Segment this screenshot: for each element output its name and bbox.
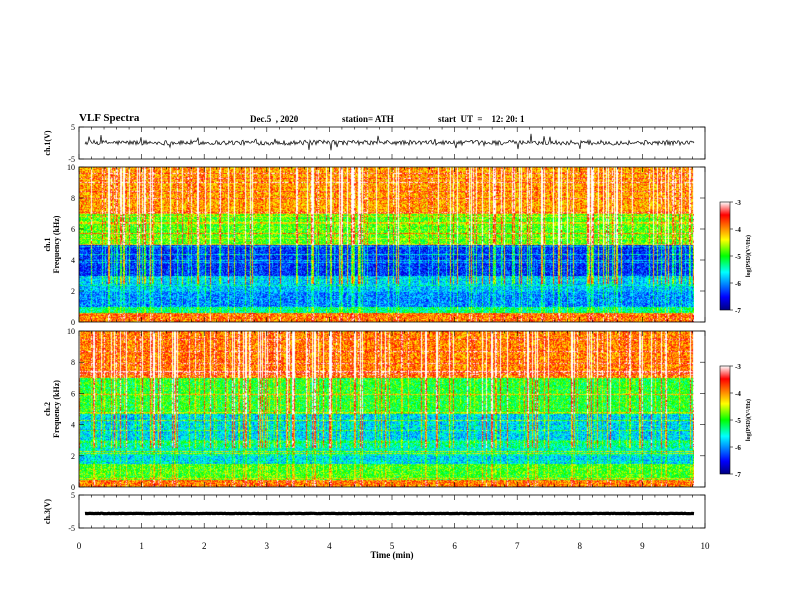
y-axis-label: ch.2 xyxy=(43,402,52,416)
y-axis-label: ch.3(V) xyxy=(43,499,52,524)
station-label: station= ATH xyxy=(342,114,394,124)
y-tick-label: 0 xyxy=(71,483,75,492)
colorbar-tick-label: -7 xyxy=(735,307,741,315)
y-axis-label: Frequency (kHz) xyxy=(52,215,61,273)
y-tick-label: 8 xyxy=(71,358,75,367)
colorbar-tick-label: -5 xyxy=(735,253,741,261)
x-tick-label: 6 xyxy=(452,541,457,551)
x-tick-label: 7 xyxy=(515,541,520,551)
y-tick-label: 6 xyxy=(71,389,75,398)
x-tick-label: 1 xyxy=(139,541,144,551)
y-tick-label: 5 xyxy=(71,123,75,132)
y-tick-label: 2 xyxy=(71,452,75,461)
ch1-spectrogram-image xyxy=(79,167,694,322)
chart-title: VLF Spectra xyxy=(79,112,140,124)
y-tick-label: 5 xyxy=(71,491,75,500)
ch2-spectrogram-image xyxy=(79,331,694,487)
ch1-waveform-trace xyxy=(84,133,695,151)
date-label: Dec.5 , 2020 xyxy=(250,114,299,124)
x-tick-label: 3 xyxy=(265,541,270,551)
colorbar-tick-label: -5 xyxy=(735,417,741,425)
x-tick-label: 2 xyxy=(202,541,207,551)
y-tick-label: -5 xyxy=(68,155,75,164)
x-axis-label: Time (min) xyxy=(370,550,413,560)
y-axis-label: ch.1(V) xyxy=(43,130,52,155)
x-tick-label: 4 xyxy=(327,541,332,551)
colorbar-tick-label: -6 xyxy=(735,280,741,288)
x-tick-label: 0 xyxy=(77,541,82,551)
ch2-spectrogram-colorbar xyxy=(719,365,731,475)
y-axis-label: Frequency (kHz) xyxy=(52,380,61,438)
y-tick-label: 0 xyxy=(71,318,75,327)
colorbar-tick-label: -7 xyxy=(735,471,741,479)
y-tick-label: 10 xyxy=(67,327,75,336)
colorbar-tick-label: -3 xyxy=(735,199,741,207)
y-tick-label: -5 xyxy=(68,524,75,533)
y-tick-label: 4 xyxy=(71,256,75,265)
y-tick-label: 6 xyxy=(71,225,75,234)
ch3-waveform-trace xyxy=(84,511,695,516)
x-tick-label: 9 xyxy=(640,541,645,551)
y-tick-label: 2 xyxy=(71,287,75,296)
y-tick-label: 8 xyxy=(71,194,75,203)
colorbar-label: log(PSD)(V²/Hz) xyxy=(745,235,752,277)
colorbar-tick-label: -3 xyxy=(735,363,741,371)
y-tick-label: 10 xyxy=(67,163,75,172)
y-axis-label: ch.1 xyxy=(43,238,52,252)
colorbar-tick-label: -4 xyxy=(735,390,741,398)
colorbar-tick-label: -4 xyxy=(735,226,741,234)
colorbar-label: log(PSD)(V²/Hz) xyxy=(745,399,752,441)
y-tick-label: 4 xyxy=(71,421,75,430)
x-tick-label: 8 xyxy=(578,541,583,551)
x-tick-label: 5 xyxy=(390,541,395,551)
x-tick-label: 10 xyxy=(701,541,711,551)
colorbar-tick-label: -6 xyxy=(735,444,741,452)
ch1-spectrogram-colorbar xyxy=(719,201,731,311)
start-time-label: start UT = 12: 20: 1 xyxy=(438,114,525,124)
